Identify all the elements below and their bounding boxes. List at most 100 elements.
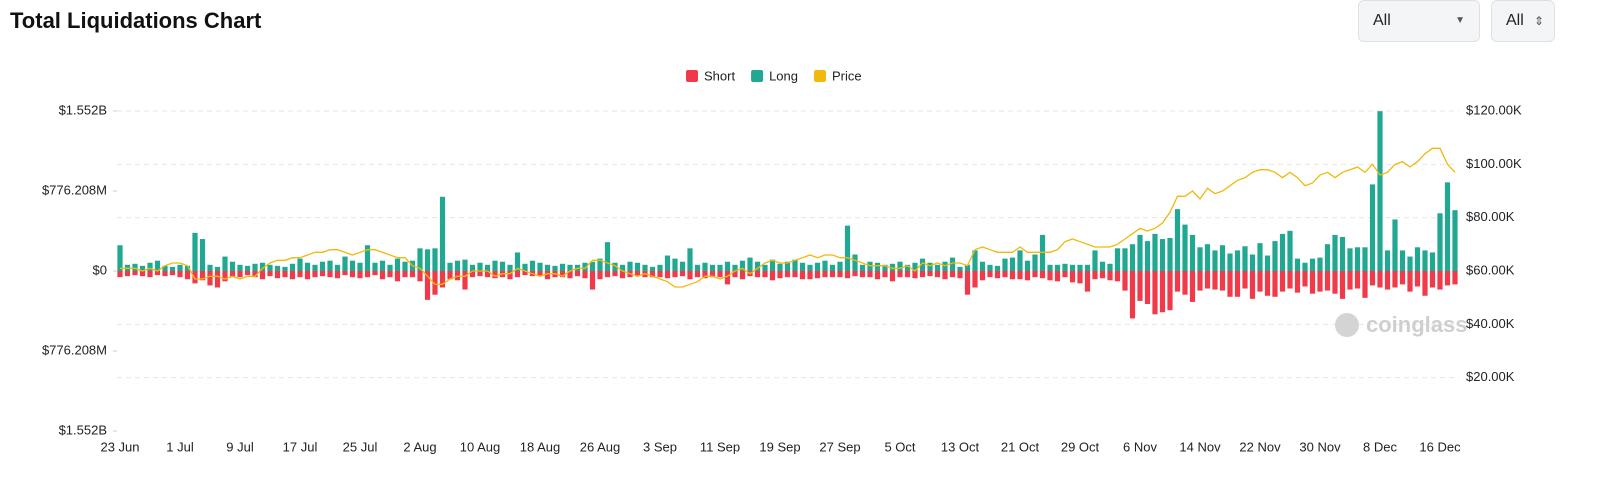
x-tick-label: 3 Sep <box>643 439 677 454</box>
x-tick-label: 30 Nov <box>1299 439 1341 454</box>
bar <box>1377 271 1383 288</box>
y2-tick-label: $80.00K <box>1466 209 1515 224</box>
bar <box>1219 245 1226 271</box>
bar <box>1429 252 1436 271</box>
bar <box>792 259 798 271</box>
bar <box>717 271 723 278</box>
bar <box>1362 271 1368 298</box>
bar <box>904 271 911 278</box>
bar <box>807 264 813 271</box>
bar <box>837 271 843 278</box>
x-tick-label: 23 Jun <box>100 439 139 454</box>
bar <box>1017 271 1023 280</box>
legend: Short Long Price <box>686 68 862 83</box>
bar <box>484 264 491 271</box>
bar <box>1174 209 1181 271</box>
bar <box>754 261 761 271</box>
bar <box>567 264 573 271</box>
bar <box>582 271 588 279</box>
range-select[interactable]: All ▼ <box>1358 0 1480 42</box>
bar <box>1294 271 1301 293</box>
x-tick-label: 27 Sep <box>819 439 860 454</box>
bar <box>1182 224 1188 271</box>
bar <box>1294 258 1301 271</box>
bar <box>889 271 896 282</box>
bar <box>1107 271 1113 281</box>
y2-tick-label: $100.00K <box>1466 156 1522 171</box>
x-tick-label: 22 Nov <box>1239 439 1281 454</box>
bar <box>987 264 993 271</box>
bar <box>1249 254 1256 271</box>
bar <box>1144 241 1151 271</box>
bar <box>1227 253 1233 271</box>
bar <box>454 271 461 281</box>
bar <box>634 271 641 277</box>
bar <box>1212 250 1218 271</box>
bar <box>1152 271 1158 315</box>
bar <box>507 264 513 271</box>
bar <box>1159 271 1166 313</box>
x-tick-label: 10 Aug <box>460 439 501 454</box>
bar <box>469 271 476 278</box>
bar <box>1182 271 1188 295</box>
bar <box>1032 271 1038 278</box>
bar <box>222 271 228 282</box>
bar <box>844 225 851 271</box>
bar <box>979 271 986 281</box>
bar <box>897 271 903 278</box>
bar <box>447 262 453 271</box>
bar <box>1339 271 1346 299</box>
bar <box>199 271 206 281</box>
bar <box>1362 247 1368 271</box>
bar <box>387 271 393 278</box>
bar <box>349 260 356 271</box>
price-line <box>120 147 1456 288</box>
x-tick-label: 21 Oct <box>1001 439 1040 454</box>
bar <box>199 239 206 271</box>
bar <box>762 271 768 278</box>
bar <box>769 271 776 281</box>
bar <box>454 260 461 271</box>
bar <box>777 271 783 279</box>
bar <box>394 271 401 282</box>
bar <box>252 263 258 271</box>
bar <box>379 260 386 271</box>
x-tick-label: 9 Jul <box>226 439 254 454</box>
bar <box>814 262 821 271</box>
x-tick-label: 13 Oct <box>941 439 980 454</box>
bar <box>859 271 866 278</box>
bar <box>567 271 573 279</box>
bar <box>507 271 513 280</box>
bar <box>1407 271 1413 292</box>
x-tick-label: 6 Nov <box>1123 439 1157 454</box>
bar <box>619 264 626 271</box>
bar <box>327 260 333 271</box>
bar <box>1084 271 1091 292</box>
bar <box>994 271 1001 279</box>
bar <box>979 261 986 271</box>
bar <box>919 258 926 271</box>
bar <box>334 264 341 271</box>
bar <box>537 262 543 271</box>
x-tick-label: 19 Sep <box>759 439 800 454</box>
bar <box>267 271 273 277</box>
bar <box>972 271 978 288</box>
select-label: All <box>1506 12 1524 29</box>
bar <box>139 271 146 277</box>
bar <box>192 271 198 284</box>
bar <box>424 249 431 271</box>
bar <box>1249 271 1256 299</box>
bar <box>417 271 423 282</box>
y-tick-label: $776.208M <box>42 182 107 197</box>
bar <box>364 245 371 271</box>
bar <box>829 264 836 271</box>
bar <box>687 271 693 280</box>
bar <box>874 271 881 280</box>
bar <box>919 271 926 278</box>
interval-select[interactable]: All ⇕ <box>1491 0 1555 42</box>
bar <box>1444 182 1451 271</box>
bar <box>1039 271 1046 279</box>
bar <box>169 271 176 276</box>
bar <box>1414 247 1421 271</box>
